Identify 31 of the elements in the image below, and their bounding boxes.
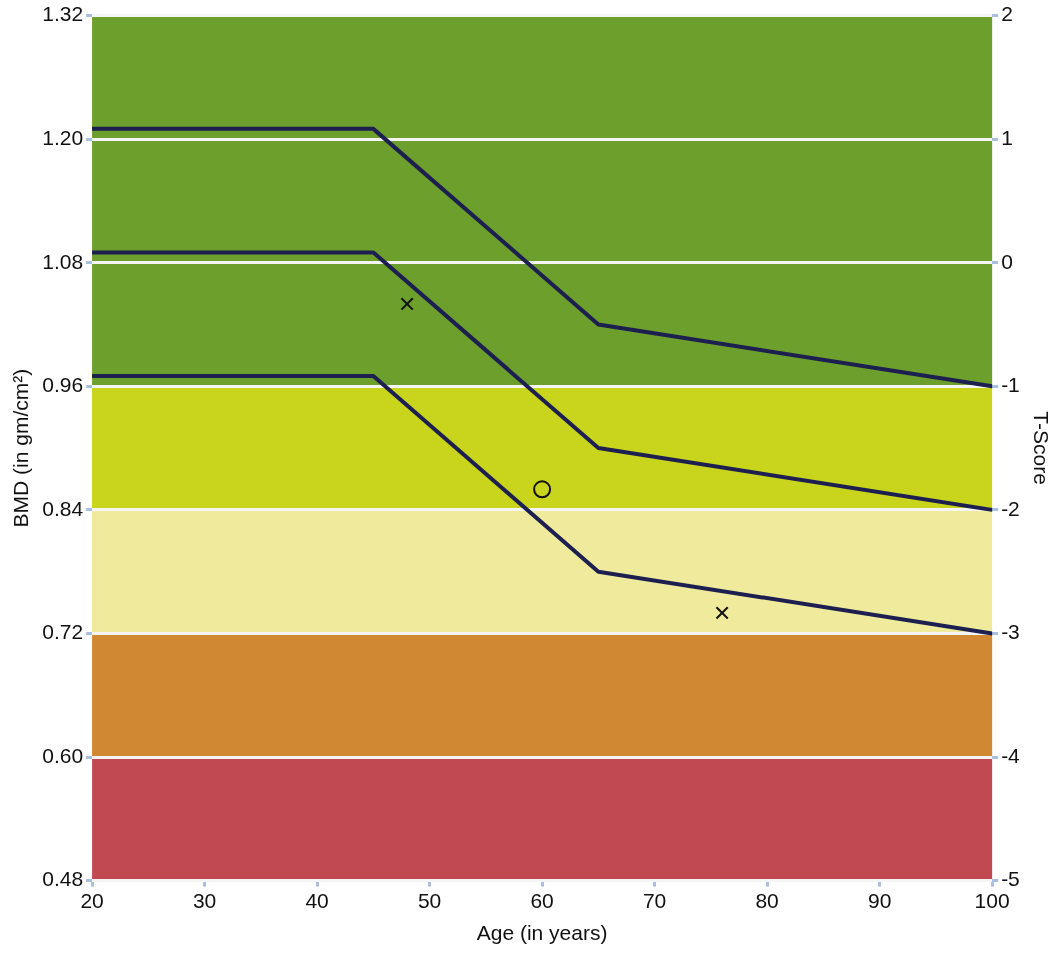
x-tick-label: 20 xyxy=(80,889,104,912)
x-tick-label: 50 xyxy=(417,889,442,912)
y-tick-label: 1.20 xyxy=(42,125,84,149)
y2-tick-label: 2 xyxy=(1001,2,1013,26)
y2-tick-label: -4 xyxy=(1001,743,1021,767)
x-tick-label: 90 xyxy=(867,889,892,912)
y2-tick-label: 1 xyxy=(1001,125,1013,149)
y-tick-label: 1.08 xyxy=(42,249,84,273)
y-axis-title: BMD (in gm/cm²) xyxy=(9,368,33,528)
y-tick-label: 0.84 xyxy=(42,496,84,520)
y2-axis-title: T-Score xyxy=(1029,411,1053,485)
point xyxy=(400,297,414,311)
point xyxy=(533,480,552,499)
x-axis-title: Age (in years) xyxy=(476,921,608,945)
y2-tick-label: -5 xyxy=(1001,867,1020,891)
y-tick-label: 0.96 xyxy=(42,373,84,397)
y-tick-label: 0.72 xyxy=(42,620,84,644)
y2-tick-label: 0 xyxy=(1001,249,1013,273)
x-tick-label: 80 xyxy=(755,889,779,912)
y-tick-label: 0.48 xyxy=(42,867,84,891)
y2-tick-label: -1 xyxy=(1001,373,1020,397)
y-tick-label: 0.60 xyxy=(42,743,84,767)
y-tick-label: 1.32 xyxy=(42,2,84,26)
y2-tick-label: -3 xyxy=(1001,620,1020,644)
x-tick-label: 30 xyxy=(192,889,217,912)
x-tick-label: 60 xyxy=(530,889,554,912)
point xyxy=(715,606,729,620)
x-tick-label: 70 xyxy=(642,889,667,912)
y2-tick-label: -2 xyxy=(1001,496,1020,520)
x-tick-label: 100 xyxy=(974,889,1010,912)
x-tick-label: 40 xyxy=(305,889,329,912)
